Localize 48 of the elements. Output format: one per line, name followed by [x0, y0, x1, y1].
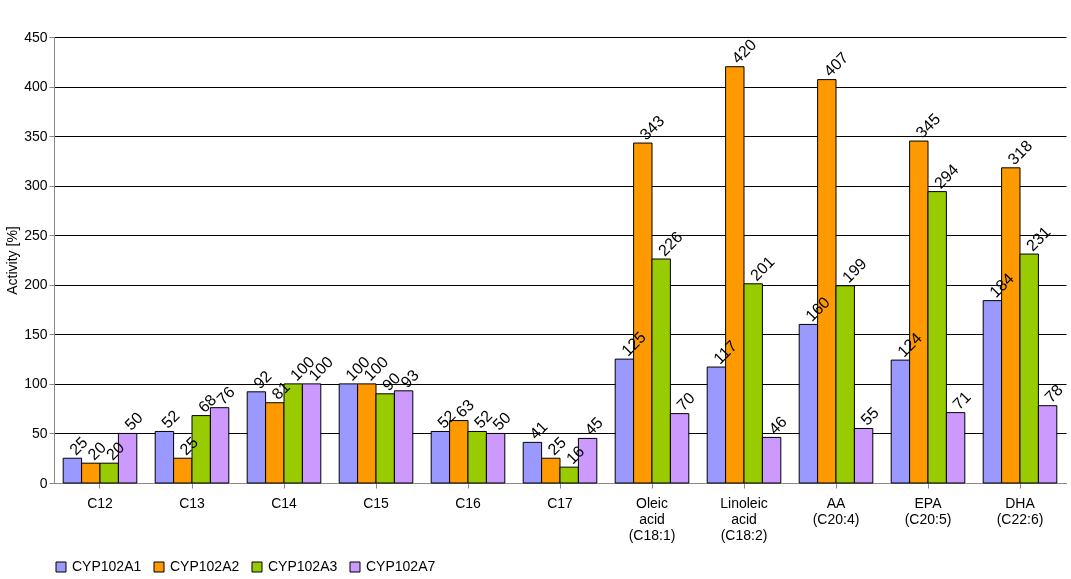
- data-label: 52: [158, 406, 183, 432]
- x-tick-label: C16: [455, 494, 482, 511]
- data-label: 407: [820, 48, 852, 80]
- data-label: 160: [802, 293, 834, 325]
- y-tick-label: 300: [24, 177, 48, 194]
- data-label: 45: [581, 413, 606, 439]
- data-label: 125: [618, 328, 650, 360]
- y-tick-label: 400: [24, 78, 48, 95]
- y-tick-label: 250: [24, 226, 48, 243]
- legend-label: CYP102A7: [366, 558, 436, 574]
- y-tick-label: 0: [39, 474, 48, 491]
- data-label: 70: [673, 388, 698, 414]
- y-tick-label: 50: [31, 424, 48, 441]
- data-label: 25: [176, 433, 202, 459]
- x-tick-label: C12: [87, 494, 114, 511]
- x-tick-label: C15: [363, 494, 390, 511]
- data-label: 117: [710, 336, 741, 368]
- y-tick-label: 100: [24, 375, 48, 392]
- legend-label: CYP102A1: [72, 558, 142, 574]
- x-tick-label: DHA (C22:6): [996, 494, 1044, 527]
- legend-label: CYP102A2: [170, 558, 240, 574]
- data-label: 184: [986, 269, 1018, 301]
- x-tick-label: Linoleic acid (C18:2): [720, 494, 768, 543]
- x-tick-label: EPA (C20:5): [904, 494, 952, 527]
- data-label: 294: [930, 160, 962, 192]
- data-label: 318: [1004, 136, 1036, 168]
- data-label: 55: [857, 403, 882, 429]
- data-label: 78: [1041, 381, 1066, 406]
- y-tick-label: 350: [24, 127, 48, 144]
- y-tick-label: 200: [24, 276, 48, 293]
- data-label: 345: [912, 110, 944, 142]
- data-label: 124: [894, 329, 926, 361]
- y-tick-label: 450: [24, 28, 48, 45]
- y-axis-title: Activity [%]: [4, 226, 21, 295]
- data-label: 199: [838, 254, 870, 286]
- x-tick-label: Oleic acid (C18:1): [628, 494, 676, 543]
- x-tick-label: AA (C20:4): [812, 494, 860, 527]
- x-tick-label: C14: [271, 494, 298, 511]
- data-label: 46: [765, 412, 790, 438]
- data-label: 50: [121, 408, 146, 434]
- x-tick-label: C13: [179, 494, 206, 511]
- legend-label: CYP102A3: [268, 558, 338, 574]
- x-tick-label: C17: [547, 494, 574, 511]
- data-label: 420: [728, 35, 760, 67]
- data-label: 71: [949, 387, 974, 413]
- data-label: 343: [636, 112, 668, 144]
- data-label: 201: [746, 252, 778, 284]
- y-tick-label: 150: [24, 325, 48, 342]
